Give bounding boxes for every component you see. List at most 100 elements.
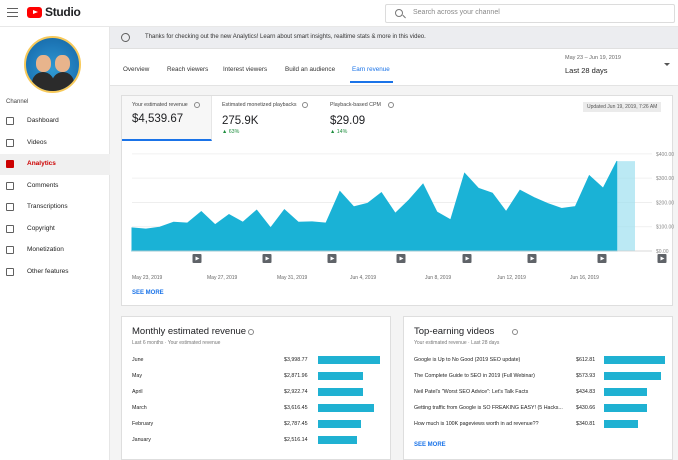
banner-text[interactable]: Thanks for checking out the new Analytic… xyxy=(145,34,426,40)
tab-overview[interactable]: Overview xyxy=(123,66,150,73)
revenue-bar xyxy=(604,372,662,380)
channel-avatar[interactable] xyxy=(24,36,81,93)
bar-row[interactable]: The Complete Guide to SEO in 2019 (Full … xyxy=(404,369,674,385)
avatar-body-left xyxy=(32,72,54,91)
x-tick-label: May 31, 2019 xyxy=(277,275,308,281)
transcriptions-icon xyxy=(6,203,14,211)
help-icon[interactable] xyxy=(194,102,200,108)
see-more-link[interactable]: SEE MORE xyxy=(414,442,446,448)
bar-row[interactable]: Google is Up to No Good (2019 SEO update… xyxy=(404,353,674,369)
bar-row[interactable]: How much is 100K pageviews worth in ad r… xyxy=(404,417,674,433)
top-earning-videos-card: Top-earning videos Your estimated revenu… xyxy=(403,316,673,460)
copyright-icon xyxy=(6,224,14,233)
y-tick-label: $200.00 xyxy=(656,200,674,206)
metric-delta: ▲ 14% xyxy=(330,129,348,135)
row-value: $3,998.77 xyxy=(284,357,308,363)
tab-build-audience[interactable]: Build an audience xyxy=(285,66,336,73)
metric-label: Your estimated revenue xyxy=(132,102,188,108)
revenue-bar xyxy=(318,420,362,428)
x-tick-label: May 23, 2019 xyxy=(132,275,163,281)
see-more-link[interactable]: SEE MORE xyxy=(132,290,164,296)
x-tick-label: Jun 12, 2019 xyxy=(497,275,526,281)
help-icon[interactable] xyxy=(302,102,308,108)
metric-delta-value: 63% xyxy=(228,129,240,135)
revenue-bar xyxy=(604,404,647,412)
analytics-icon xyxy=(6,160,14,168)
bar-row[interactable]: Getting traffic from Google is SO FREAKI… xyxy=(404,401,674,417)
bar-row[interactable]: January $2,516.14 xyxy=(122,433,392,449)
sidebar-item-transcriptions[interactable]: Transcriptions xyxy=(0,197,110,218)
metric-label: Playback-based CPM xyxy=(330,102,381,108)
tab-reach-viewers[interactable]: Reach viewers xyxy=(167,66,209,73)
help-icon[interactable] xyxy=(248,329,254,335)
row-value: $3,616.45 xyxy=(284,405,308,411)
play-icon xyxy=(660,256,665,261)
metric-delta-value: 14% xyxy=(336,129,348,135)
x-tick-label: Jun 8, 2019 xyxy=(425,275,451,281)
sidebar-item-label: Monetization xyxy=(27,246,64,253)
metric-delta: ▲ 63% xyxy=(222,129,240,135)
bar-row[interactable]: May $2,871.96 xyxy=(122,369,392,385)
play-icon xyxy=(465,256,470,261)
date-period[interactable]: Last 28 days xyxy=(565,66,608,75)
active-tab-indicator xyxy=(350,81,393,83)
sidebar-item-dashboard[interactable]: Dashboard xyxy=(0,111,110,132)
menu-icon[interactable] xyxy=(7,8,18,17)
y-tick-label: $400.00 xyxy=(656,152,674,158)
y-tick-label: $0.00 xyxy=(656,249,669,255)
play-icon xyxy=(330,256,335,261)
revenue-chart-card: Your estimated revenue $4,539.67 Estimat… xyxy=(121,95,674,306)
tab-interest-viewers[interactable]: Interest viewers xyxy=(223,66,268,73)
x-tick-label: Jun 16, 2019 xyxy=(570,275,599,281)
metric-estimated-revenue[interactable]: Your estimated revenue $4,539.67 xyxy=(122,96,212,141)
sidebar-item-comments[interactable]: Comments xyxy=(0,176,110,197)
bar-row[interactable]: March $3,616.45 xyxy=(122,401,392,417)
play-icon xyxy=(195,256,200,261)
sidebar-item-label: Analytics xyxy=(27,160,56,167)
card-subtitle: Last 6 months · Your estimated revenue xyxy=(132,340,221,346)
avatar-face-left xyxy=(36,55,51,72)
sidebar-item-copyright[interactable]: Copyright xyxy=(0,219,110,240)
bar-row[interactable]: April $2,922.74 xyxy=(122,385,392,401)
sidebar-item-label: Copyright xyxy=(27,224,55,232)
revenue-bar xyxy=(318,404,375,412)
top-bar: Studio Search across your channel xyxy=(0,0,678,27)
other-features-icon xyxy=(6,267,14,276)
bar-row[interactable]: Neil Patel's "Worst SEO Advice": Let's T… xyxy=(404,385,674,401)
sidebar: Channel Dashboard Videos Analytics Comments… xyxy=(0,27,110,460)
bar-row[interactable]: June $3,998.77 xyxy=(122,353,392,369)
help-icon[interactable] xyxy=(512,329,518,335)
metric-cpm[interactable]: Playback-based CPM $29.09 ▲ 14% xyxy=(330,96,425,141)
tab-earn-revenue[interactable]: Earn revenue xyxy=(352,66,390,73)
row-label: Neil Patel's "Worst SEO Advice": Let's T… xyxy=(414,389,529,395)
row-value: $573.93 xyxy=(576,373,596,379)
bar-row[interactable]: February $2,787.45 xyxy=(122,417,392,433)
sidebar-item-analytics[interactable]: Analytics xyxy=(0,154,110,175)
sidebar-item-label: Comments xyxy=(27,181,59,189)
sidebar-item-videos[interactable]: Videos xyxy=(0,133,110,154)
info-icon xyxy=(121,33,130,42)
help-icon[interactable] xyxy=(388,102,394,108)
metric-value: $29.09 xyxy=(330,115,366,127)
row-label: June xyxy=(132,357,144,363)
search-input[interactable]: Search across your channel xyxy=(385,4,675,23)
x-tick-label: Jun 4, 2019 xyxy=(350,275,376,281)
sidebar-item-label: Other features xyxy=(27,267,69,275)
metric-value: 275.9K xyxy=(222,115,259,127)
row-label: How much is 100K pageviews worth in ad r… xyxy=(414,421,539,427)
revenue-bar xyxy=(604,388,648,396)
sidebar-item-other-features[interactable]: Other features xyxy=(0,262,110,283)
row-label: April xyxy=(132,389,143,395)
chevron-down-icon[interactable] xyxy=(664,63,670,66)
date-range[interactable]: May 23 – Jun 19, 2019 xyxy=(565,55,621,61)
metric-label: Estimated monetized playbacks xyxy=(222,102,297,108)
row-label: The Complete Guide to SEO in 2019 (Full … xyxy=(414,373,535,379)
youtube-logo-icon[interactable] xyxy=(27,7,42,18)
sidebar-item-monetization[interactable]: Monetization xyxy=(0,240,110,261)
y-tick-label: $300.00 xyxy=(656,176,674,182)
avatar-face-right xyxy=(55,55,70,72)
search-icon xyxy=(395,9,403,17)
metric-monetized-playbacks[interactable]: Estimated monetized playbacks 275.9K ▲ 6… xyxy=(222,96,317,141)
row-value: $430.66 xyxy=(576,405,596,411)
main-content: Your estimated revenue $4,539.67 Estimat… xyxy=(110,86,678,460)
